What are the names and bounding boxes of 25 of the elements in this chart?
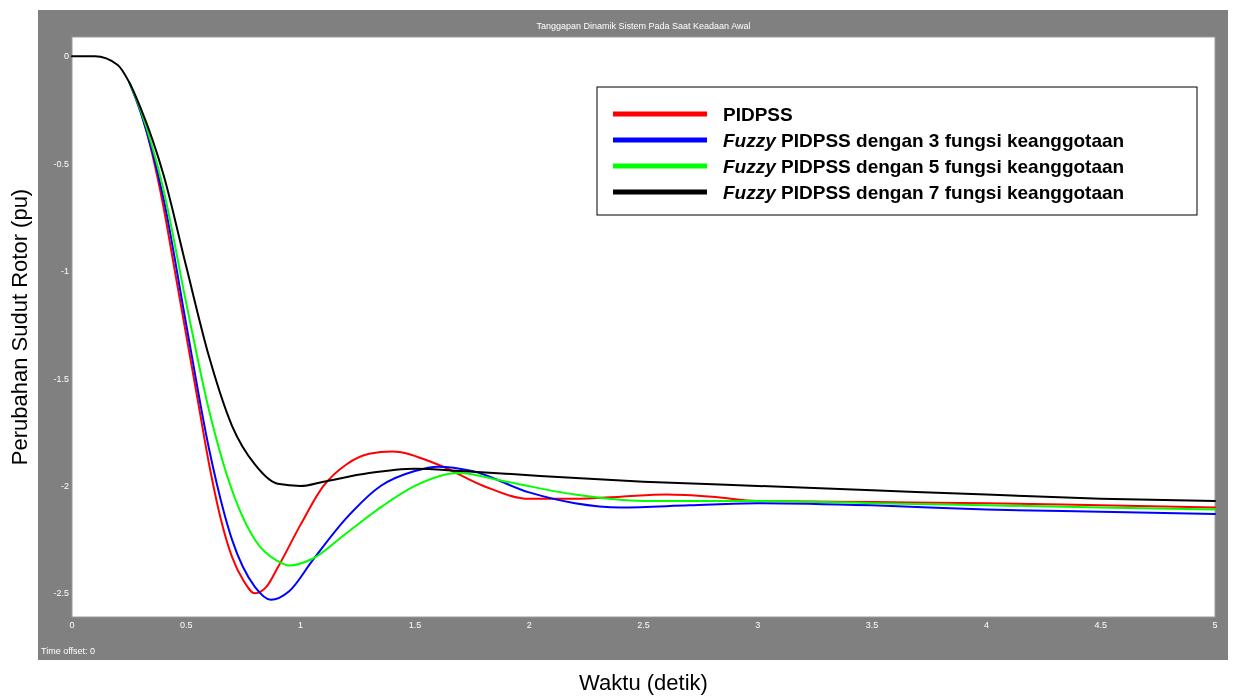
y-tick-label: 0 [63,51,69,62]
x-axis-title: Waktu (detik) [579,670,708,695]
y-tick-label: -1 [60,266,69,277]
x-tick-label: 4.5 [1094,620,1107,630]
y-tick-label: -1.5 [53,373,69,384]
x-tick-label: 1 [298,620,304,630]
y-axis-title: Perubahan Sudut Rotor (pu) [7,188,32,466]
x-tick-label: 3.5 [865,620,879,630]
x-tick-label: 2 [526,620,532,630]
legend-label: Fuzzy PIDPSS dengan 5 fungsi keanggotaan [723,156,1125,177]
y-tick-label: -2 [60,480,69,491]
x-tick-label: 1.5 [408,620,422,630]
x-tick-label: 5 [1212,620,1218,630]
x-tick-label: 2.5 [637,620,650,630]
legend-label: Fuzzy PIDPSS dengan 7 fungsi keanggotaan [723,182,1125,203]
y-tick-label: -2.5 [53,588,69,599]
x-tick-label: 3 [755,620,761,630]
chart-title: Tanggapan Dinamik Sistem Pada Saat Keadaan Awal [536,21,751,31]
text: Time offset: 0 [41,646,96,656]
y-tick-label: -0.5 [53,158,69,169]
x-tick-label: 0.5 [180,620,193,630]
x-tick-label: 4 [983,620,989,630]
legend-label: Fuzzy PIDPSS dengan 3 fungsi keanggotaan [723,130,1125,151]
legend-label: PIDPSS [723,104,793,125]
line-series [71,55,1216,502]
